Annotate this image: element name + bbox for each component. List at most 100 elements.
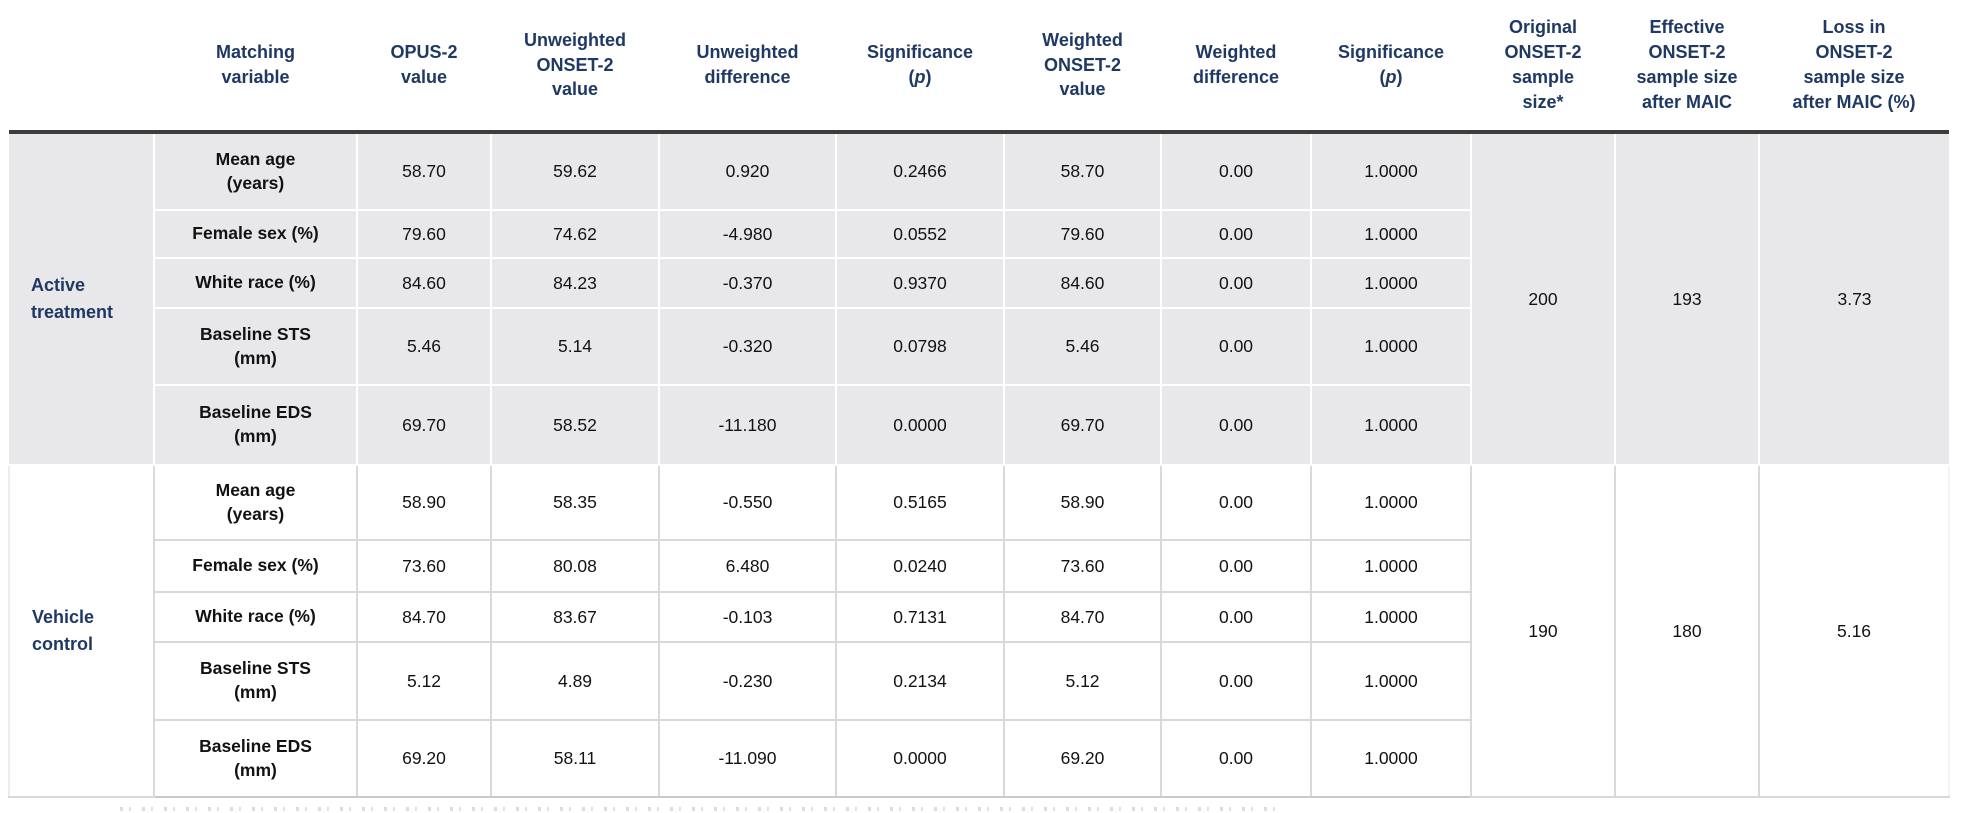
table-row: Baseline EDS (mm) 69.70 58.52 -11.180 0.… xyxy=(9,384,1949,466)
value-cell: 6.480 xyxy=(658,539,837,593)
table-header: Matching variable OPUS-2 value Unweighte… xyxy=(9,0,1949,134)
table-row: White race (%) 84.60 84.23 -0.370 0.9370… xyxy=(9,257,1949,309)
value-cell: 58.70 xyxy=(1003,131,1162,211)
value-cell: 73.60 xyxy=(356,539,492,593)
value-cell: 84.70 xyxy=(1003,591,1162,643)
table-row: Active treatment Mean age (years) 58.70 … xyxy=(9,131,1949,466)
value-cell: 0.00 xyxy=(1160,719,1312,798)
value-cell: -0.320 xyxy=(658,307,837,386)
loss-sample-size-cell: 3.73 xyxy=(1758,131,1949,466)
table-row: Baseline EDS (mm) 69.20 58.11 -11.090 0.… xyxy=(9,719,1949,798)
variable-cell: White race (%) xyxy=(153,257,358,309)
value-cell: 1.0000 xyxy=(1310,464,1472,541)
value-cell: 0.9370 xyxy=(835,257,1005,309)
section-active-treatment: Active treatment Mean age (years) 58.70 … xyxy=(9,131,1949,466)
value-cell: 1.0000 xyxy=(1310,539,1472,593)
group-label-active-treatment: Active treatment xyxy=(9,131,155,466)
value-cell: 5.12 xyxy=(356,641,492,721)
table-row: Female sex (%) 79.60 74.62 -4.980 0.0552… xyxy=(9,209,1949,259)
value-cell: 83.67 xyxy=(490,591,660,643)
value-cell: 0.00 xyxy=(1160,384,1312,466)
value-cell: 84.60 xyxy=(356,257,492,309)
value-cell: 0.0000 xyxy=(835,384,1005,466)
value-cell: 80.08 xyxy=(490,539,660,593)
value-cell: 1.0000 xyxy=(1310,719,1472,798)
value-cell: -11.180 xyxy=(658,384,837,466)
value-cell: 84.23 xyxy=(490,257,660,309)
value-cell: 0.00 xyxy=(1160,257,1312,309)
variable-cell: Baseline EDS (mm) xyxy=(153,384,358,466)
value-cell: 69.70 xyxy=(356,384,492,466)
value-cell: 0.00 xyxy=(1160,307,1312,386)
value-cell: -0.103 xyxy=(658,591,837,643)
value-cell: 0.00 xyxy=(1160,591,1312,643)
value-cell: 5.46 xyxy=(356,307,492,386)
col-header-weighted-onset2-value: Weighted ONSET-2 value xyxy=(1004,0,1161,134)
original-sample-size-cell: 200 xyxy=(1470,131,1616,466)
value-cell: 58.11 xyxy=(490,719,660,798)
value-cell: 79.60 xyxy=(356,209,492,259)
value-cell: -0.550 xyxy=(658,464,837,541)
value-cell: 58.90 xyxy=(1003,464,1162,541)
value-cell: -11.090 xyxy=(658,719,837,798)
value-cell: 84.60 xyxy=(1003,257,1162,309)
variable-cell: Baseline EDS (mm) xyxy=(153,719,358,798)
clipped-caption-remnant xyxy=(120,807,1280,811)
table-row: Baseline STS (mm) 5.12 4.89 -0.230 0.213… xyxy=(9,641,1949,721)
value-cell: 79.60 xyxy=(1003,209,1162,259)
original-sample-size-cell: 190 xyxy=(1470,464,1616,798)
variable-cell: Mean age (years) xyxy=(153,131,358,211)
value-cell: 58.70 xyxy=(356,131,492,211)
col-header-unweighted-onset2-value: Unweighted ONSET-2 value xyxy=(491,0,659,134)
value-cell: 0.00 xyxy=(1160,464,1312,541)
variable-cell: Baseline STS (mm) xyxy=(153,307,358,386)
variable-cell: Female sex (%) xyxy=(153,209,358,259)
value-cell: 69.20 xyxy=(1003,719,1162,798)
value-cell: 1.0000 xyxy=(1310,209,1472,259)
loss-sample-size-cell: 5.16 xyxy=(1758,464,1950,798)
col-header-unweighted-difference: Unweighted difference xyxy=(659,0,836,134)
value-cell: 69.20 xyxy=(356,719,492,798)
col-header-significance-unweighted: Significance (p) xyxy=(836,0,1004,134)
effective-sample-size-cell: 180 xyxy=(1614,464,1760,798)
value-cell: 59.62 xyxy=(490,131,660,211)
effective-sample-size-cell: 193 xyxy=(1614,131,1760,466)
col-header-opus2-value: OPUS-2 value xyxy=(357,0,491,134)
value-cell: 0.5165 xyxy=(835,464,1005,541)
col-header-original-sample-size: Original ONSET-2 sample size* xyxy=(1471,0,1615,134)
col-header-weighted-difference: Weighted difference xyxy=(1161,0,1311,134)
value-cell: 0.7131 xyxy=(835,591,1005,643)
value-cell: 0.0798 xyxy=(835,307,1005,386)
value-cell: 0.2466 xyxy=(835,131,1005,211)
value-cell: 0.00 xyxy=(1160,539,1312,593)
col-header-effective-sample-size: Effective ONSET-2 sample size after MAIC xyxy=(1615,0,1759,134)
value-cell: 0.0552 xyxy=(835,209,1005,259)
value-cell: 1.0000 xyxy=(1310,591,1472,643)
value-cell: 84.70 xyxy=(356,591,492,643)
value-cell: 5.14 xyxy=(490,307,660,386)
value-cell: 0.00 xyxy=(1160,131,1312,211)
value-cell: 5.46 xyxy=(1003,307,1162,386)
value-cell: 1.0000 xyxy=(1310,257,1472,309)
value-cell: 1.0000 xyxy=(1310,307,1472,386)
col-header-significance-weighted: Significance (p) xyxy=(1311,0,1471,134)
maic-matching-table: Matching variable OPUS-2 value Unweighte… xyxy=(8,0,1950,798)
value-cell: -4.980 xyxy=(658,209,837,259)
value-cell: 5.12 xyxy=(1003,641,1162,721)
value-cell: 0.920 xyxy=(658,131,837,211)
variable-cell: White race (%) xyxy=(153,591,358,643)
col-header-matching-variable: Matching variable xyxy=(154,0,357,134)
variable-cell: Female sex (%) xyxy=(153,539,358,593)
value-cell: 0.0000 xyxy=(835,719,1005,798)
value-cell: 58.90 xyxy=(356,464,492,541)
value-cell: 0.2134 xyxy=(835,641,1005,721)
variable-cell: Baseline STS (mm) xyxy=(153,641,358,721)
section-vehicle-control: Vehicle control Mean age (years) 58.90 5… xyxy=(8,464,1950,798)
value-cell: 58.35 xyxy=(490,464,660,541)
col-header-group xyxy=(9,0,154,134)
col-header-loss-sample-size: Loss in ONSET-2 sample size after MAIC (… xyxy=(1759,0,1949,134)
table-row: White race (%) 84.70 83.67 -0.103 0.7131… xyxy=(9,591,1949,643)
group-label-vehicle-control: Vehicle control xyxy=(8,464,155,798)
value-cell: 1.0000 xyxy=(1310,131,1472,211)
